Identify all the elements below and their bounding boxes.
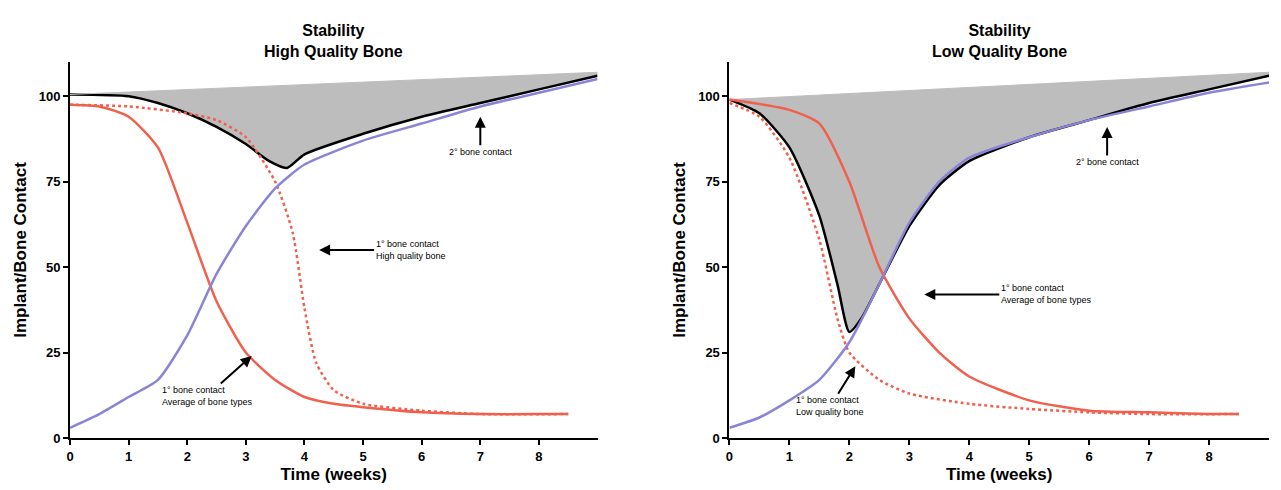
svg-text:75: 75 <box>46 174 60 189</box>
svg-text:2° bone contact: 2° bone contact <box>1076 157 1139 167</box>
svg-text:1° bone contactHigh quality bo: 1° bone contactHigh quality bone <box>376 239 446 261</box>
svg-text:50: 50 <box>705 260 719 275</box>
svg-text:3: 3 <box>906 449 913 464</box>
svg-text:75: 75 <box>705 174 719 189</box>
svg-text:8: 8 <box>1205 449 1212 464</box>
svg-text:7: 7 <box>477 449 484 464</box>
svg-text:5: 5 <box>359 449 366 464</box>
svg-text:0: 0 <box>726 449 733 464</box>
svg-text:6: 6 <box>1086 449 1093 464</box>
svg-text:100: 100 <box>698 89 720 104</box>
svg-text:0: 0 <box>53 431 60 446</box>
svg-text:Implant/Bone Contact: Implant/Bone Contact <box>11 162 30 338</box>
svg-text:1° bone contactLow quality bon: 1° bone contactLow quality bone <box>796 395 864 417</box>
svg-text:8: 8 <box>535 449 542 464</box>
svg-text:1° bone contactAverage of bone: 1° bone contactAverage of bone types <box>1001 283 1091 305</box>
svg-text:StabilityLow Quality Bone: StabilityLow Quality Bone <box>932 22 1067 60</box>
svg-text:50: 50 <box>46 260 60 275</box>
svg-text:0: 0 <box>713 431 720 446</box>
svg-text:6: 6 <box>418 449 425 464</box>
svg-text:Time (weeks): Time (weeks) <box>281 465 387 484</box>
svg-text:Implant/Bone Contact: Implant/Bone Contact <box>670 162 689 338</box>
svg-text:2: 2 <box>846 449 853 464</box>
svg-text:4: 4 <box>301 449 309 464</box>
svg-text:25: 25 <box>705 345 719 360</box>
svg-text:3: 3 <box>242 449 249 464</box>
svg-text:1: 1 <box>125 449 132 464</box>
svg-text:7: 7 <box>1145 449 1152 464</box>
svg-text:0: 0 <box>66 449 73 464</box>
svg-text:1° bone contactAverage of bone: 1° bone contactAverage of bone types <box>162 385 252 407</box>
svg-text:1: 1 <box>786 449 793 464</box>
svg-text:Time (weeks): Time (weeks) <box>946 465 1052 484</box>
svg-text:5: 5 <box>1026 449 1033 464</box>
svg-text:4: 4 <box>966 449 974 464</box>
svg-text:2: 2 <box>184 449 191 464</box>
svg-text:100: 100 <box>39 89 61 104</box>
svg-text:StabilityHigh Quality Bone: StabilityHigh Quality Bone <box>264 22 403 60</box>
svg-text:25: 25 <box>46 345 60 360</box>
svg-text:2° bone contact: 2° bone contact <box>449 147 512 157</box>
